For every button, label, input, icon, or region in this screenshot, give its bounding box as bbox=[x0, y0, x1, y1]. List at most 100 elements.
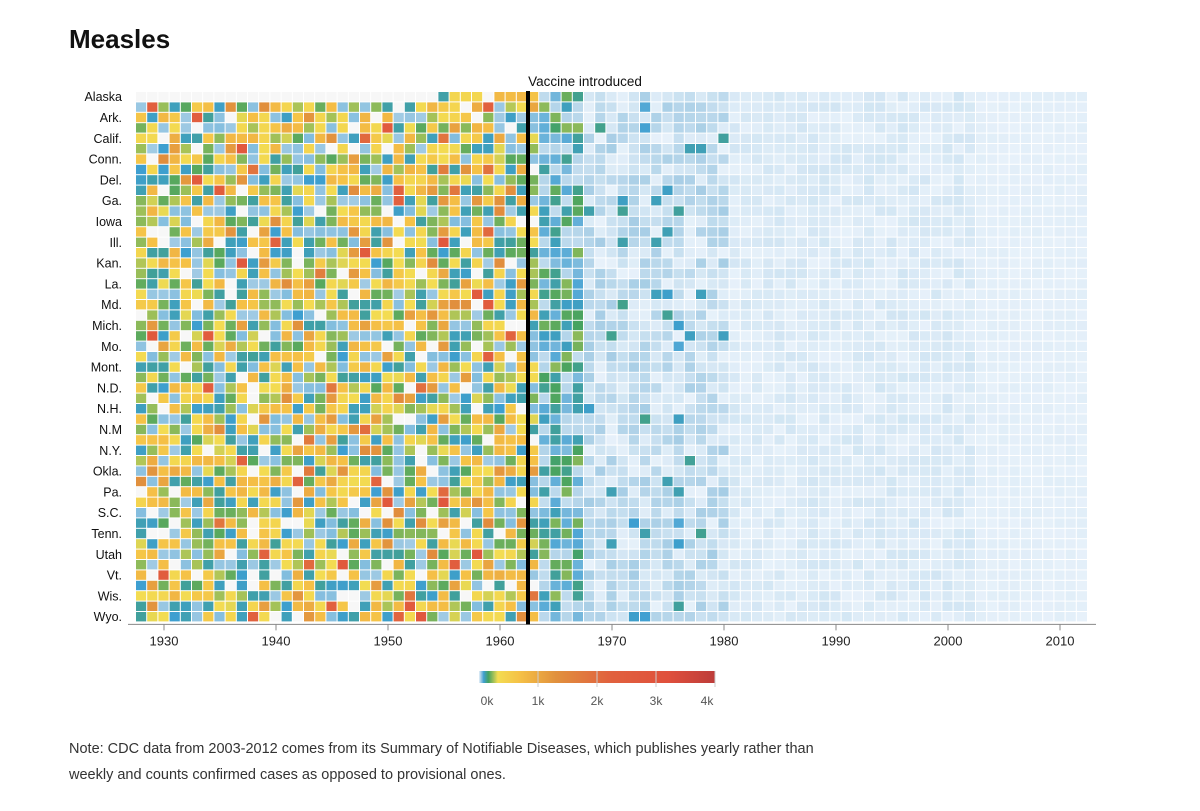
heatmap-cell bbox=[942, 258, 953, 268]
heatmap-cell bbox=[404, 435, 415, 445]
heatmap-cell bbox=[1032, 185, 1043, 195]
heatmap-cell bbox=[236, 331, 247, 341]
heatmap-cell bbox=[516, 279, 527, 289]
heatmap-cell bbox=[1032, 508, 1043, 518]
heatmap-cell bbox=[651, 362, 662, 372]
heatmap-cell bbox=[774, 300, 785, 310]
heatmap-cell bbox=[606, 466, 617, 476]
heatmap-cell bbox=[897, 310, 908, 320]
heatmap-cell bbox=[763, 476, 774, 487]
heatmap-cell bbox=[427, 102, 438, 112]
heatmap-cell bbox=[774, 144, 785, 154]
heatmap-cell bbox=[539, 601, 550, 611]
heatmap-cell bbox=[628, 196, 639, 206]
heatmap-cell bbox=[1020, 279, 1031, 289]
heatmap-cell bbox=[404, 248, 415, 258]
heatmap-cell bbox=[908, 456, 919, 466]
heatmap-cell bbox=[382, 227, 393, 237]
heatmap-cell bbox=[931, 185, 942, 195]
heatmap-cell bbox=[528, 372, 539, 383]
heatmap-cell bbox=[953, 227, 964, 237]
heatmap-cell bbox=[595, 362, 606, 372]
heatmap-cell bbox=[931, 144, 942, 154]
heatmap-cell bbox=[281, 237, 292, 247]
heatmap-cell bbox=[169, 310, 180, 320]
heatmap-cell bbox=[763, 279, 774, 289]
heatmap-cell bbox=[864, 518, 875, 528]
heatmap-cell bbox=[382, 300, 393, 310]
heatmap-cell bbox=[404, 560, 415, 570]
row-label: Ga. bbox=[102, 194, 122, 208]
heatmap-cell bbox=[707, 258, 718, 268]
heatmap-cell bbox=[841, 133, 852, 143]
heatmap-cell bbox=[662, 112, 673, 123]
heatmap-cell bbox=[572, 175, 583, 185]
heatmap-cell bbox=[315, 206, 326, 216]
heatmap-cell bbox=[550, 258, 561, 268]
heatmap-cell bbox=[662, 487, 673, 497]
heatmap-cell bbox=[651, 372, 662, 383]
heatmap-cell bbox=[740, 248, 751, 258]
heatmap-cell bbox=[584, 248, 595, 258]
heatmap-cell bbox=[337, 612, 348, 622]
heatmap-cell bbox=[763, 508, 774, 518]
heatmap-cell bbox=[785, 601, 796, 611]
heatmap-cell bbox=[1065, 175, 1076, 185]
heatmap-cell bbox=[270, 466, 281, 476]
heatmap-cell bbox=[886, 164, 897, 175]
heatmap-cell bbox=[528, 175, 539, 185]
heatmap-cell bbox=[192, 196, 203, 206]
heatmap-cell bbox=[920, 466, 931, 476]
heatmap-cell bbox=[393, 310, 404, 320]
heatmap-cell bbox=[998, 383, 1009, 393]
heatmap-cell bbox=[785, 435, 796, 445]
heatmap-cell bbox=[1054, 279, 1065, 289]
heatmap-cell bbox=[841, 258, 852, 268]
heatmap-cell bbox=[696, 466, 707, 476]
heatmap-cell bbox=[494, 372, 505, 383]
heatmap-cell bbox=[740, 414, 751, 424]
heatmap-cell bbox=[729, 206, 740, 216]
heatmap-cell bbox=[595, 331, 606, 341]
heatmap-cell bbox=[270, 175, 281, 185]
heatmap-cell bbox=[696, 258, 707, 268]
heatmap-cell bbox=[360, 154, 371, 164]
heatmap-cell bbox=[292, 560, 303, 570]
heatmap-cell bbox=[729, 310, 740, 320]
heatmap-cell bbox=[248, 237, 259, 247]
heatmap-cell bbox=[964, 248, 975, 258]
heatmap-cell bbox=[248, 320, 259, 331]
heatmap-cell bbox=[785, 372, 796, 383]
heatmap-cell bbox=[1076, 456, 1087, 466]
heatmap-cell bbox=[371, 237, 382, 247]
heatmap-cell bbox=[158, 123, 169, 133]
heatmap-cell bbox=[180, 528, 191, 539]
heatmap-cell bbox=[841, 372, 852, 383]
heatmap-cell bbox=[752, 248, 763, 258]
heatmap-cell bbox=[382, 206, 393, 216]
heatmap-cell bbox=[382, 216, 393, 227]
heatmap-cell bbox=[684, 216, 695, 227]
heatmap-cell bbox=[718, 404, 729, 414]
heatmap-cell bbox=[886, 268, 897, 279]
heatmap-cell bbox=[550, 476, 561, 487]
heatmap-cell bbox=[494, 435, 505, 445]
heatmap-cell bbox=[774, 112, 785, 123]
heatmap-cell bbox=[584, 164, 595, 175]
heatmap-cell bbox=[774, 310, 785, 320]
heatmap-cell bbox=[752, 393, 763, 403]
heatmap-cell bbox=[147, 144, 158, 154]
heatmap-cell bbox=[326, 206, 337, 216]
heatmap-cell bbox=[438, 497, 449, 507]
heatmap-cell bbox=[673, 289, 684, 299]
heatmap-cell bbox=[203, 591, 214, 601]
heatmap-cell bbox=[796, 528, 807, 539]
heatmap-cell bbox=[427, 476, 438, 487]
heatmap-cell bbox=[304, 341, 315, 351]
heatmap-cell bbox=[427, 372, 438, 383]
heatmap-cell bbox=[606, 497, 617, 507]
heatmap-cell bbox=[292, 341, 303, 351]
heatmap-cell bbox=[460, 300, 471, 310]
heatmap-cell bbox=[718, 466, 729, 476]
heatmap-cell bbox=[875, 560, 886, 570]
